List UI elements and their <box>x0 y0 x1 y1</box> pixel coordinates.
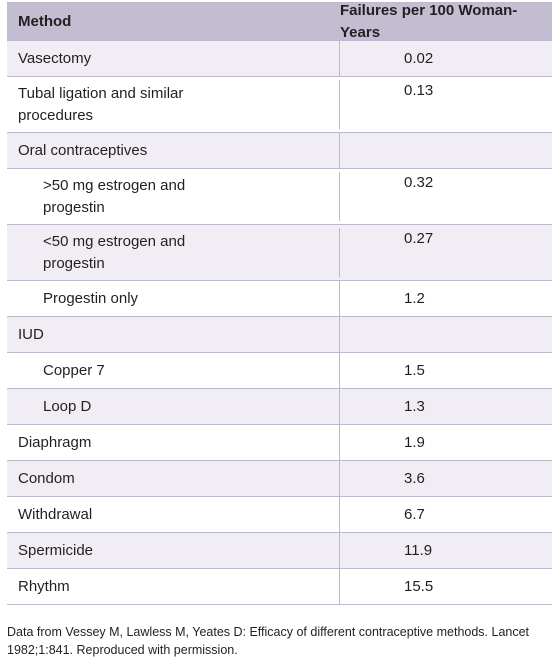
failure-rate-cell: 1.2 <box>404 289 425 307</box>
failure-rate-cell <box>340 133 552 168</box>
method-cell: Progestin only <box>7 281 340 316</box>
source-footnote: Data from Vessey M, Lawless M, Yeates D:… <box>7 625 530 657</box>
method-cell: Rhythm <box>7 569 340 604</box>
method-cell: <50 mg estrogen and progestin <box>7 228 340 277</box>
method-column-header: Method <box>18 12 72 30</box>
failure-rate-cell: 0.32 <box>404 174 434 191</box>
method-cell: Withdrawal <box>7 497 340 532</box>
failure-rate-cell: 1.5 <box>404 361 425 379</box>
method-cell: Diaphragm <box>7 425 340 460</box>
table-row: Vasectomy 0.02 <box>7 41 552 77</box>
failure-rate-cell: 6.7 <box>404 505 425 523</box>
table-row: Diaphragm 1.9 <box>7 425 552 461</box>
table-row: Tubal ligation and similar procedures 0.… <box>7 77 552 133</box>
table-row: Loop D 1.3 <box>7 389 552 425</box>
table-row: Progestin only 1.2 <box>7 281 552 317</box>
method-cell: IUD <box>7 317 340 352</box>
table-row: Withdrawal 6.7 <box>7 497 552 533</box>
method-cell: Condom <box>7 461 340 496</box>
method-cell: Oral contraceptives <box>7 133 340 168</box>
failure-rate-cell: 1.3 <box>404 397 425 415</box>
failure-rate-cell: 3.6 <box>404 469 425 487</box>
method-cell: Spermicide <box>7 533 340 568</box>
table-row: <50 mg estrogen and progestin 0.27 <box>7 225 552 281</box>
method-cell: Tubal ligation and similar procedures <box>7 80 340 129</box>
failure-rate-cell: 11.9 <box>404 541 433 559</box>
failure-rate-cell: 0.13 <box>404 82 434 99</box>
table-row: Copper 7 1.5 <box>7 353 552 389</box>
method-cell: >50 mg estrogen and progestin <box>7 172 340 221</box>
failure-rate-cell <box>340 317 552 352</box>
table-header-row: Method Failures per 100 Woman-Years <box>7 1 552 41</box>
table-row: >50 mg estrogen and progestin 0.32 <box>7 169 552 225</box>
table-row: IUD <box>7 317 552 353</box>
table-row: Rhythm 15.5 <box>7 569 552 605</box>
method-cell: Copper 7 <box>7 353 340 388</box>
method-cell: Loop D <box>7 389 340 424</box>
failure-rate-cell: 15.5 <box>404 577 434 595</box>
failures-column-header: Failures per 100 Woman-Years <box>340 1 518 41</box>
failure-rate-cell: 0.02 <box>404 49 434 67</box>
contraceptive-failure-table: Method Failures per 100 Woman-Years Vase… <box>7 2 552 605</box>
failure-rate-cell: 0.27 <box>404 230 434 247</box>
table-row: Condom 3.6 <box>7 461 552 497</box>
method-cell: Vasectomy <box>7 41 340 76</box>
table-row: Spermicide 11.9 <box>7 533 552 569</box>
table-row: Oral contraceptives <box>7 133 552 169</box>
failure-rate-cell: 1.9 <box>404 433 425 451</box>
